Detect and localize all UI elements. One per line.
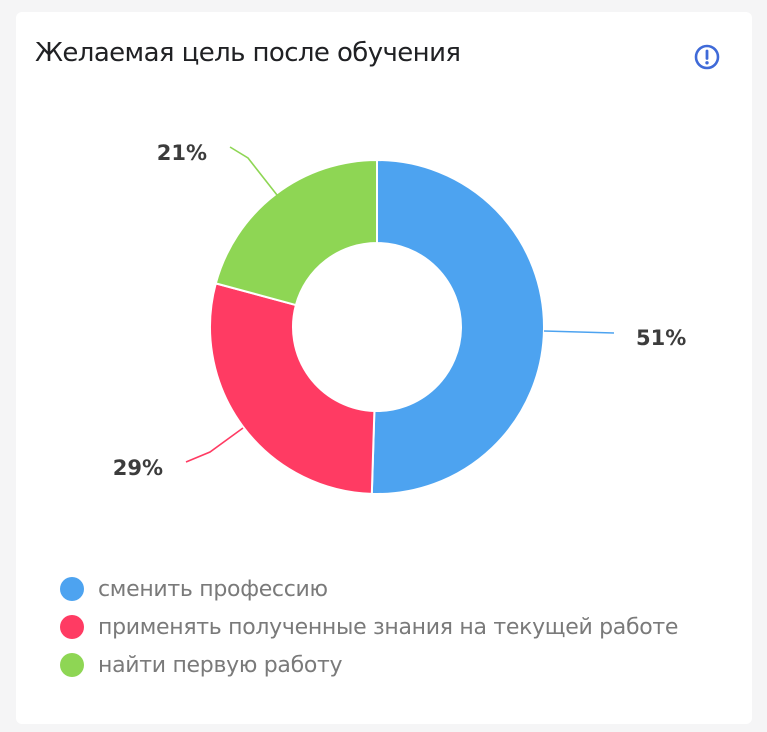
leader-line-apply-knowledge <box>185 427 244 463</box>
legend-label: применять полученные знания на текущей р… <box>98 614 679 640</box>
chart-legend: сменить профессию применять полученные зн… <box>60 570 678 684</box>
slice-change-profession[interactable] <box>370 158 545 495</box>
legend-dot <box>60 577 84 601</box>
legend-item-change-profession[interactable]: сменить профессию <box>60 570 678 608</box>
card-title: Желаемая цель после обучения <box>35 38 461 68</box>
legend-dot <box>60 653 84 677</box>
chart-card: Желаемая цель после обучения <box>16 12 752 724</box>
legend-item-apply-knowledge[interactable]: применять полученные знания на текущей р… <box>60 608 678 646</box>
donut-chart: 51% 29% 21% <box>113 141 686 495</box>
slice-label-change-profession: 51% <box>636 326 686 350</box>
slice-label-apply-knowledge: 29% <box>113 456 163 480</box>
legend-item-first-job[interactable]: найти первую работу <box>60 646 678 684</box>
leader-line-first-job <box>229 146 278 196</box>
slice-apply-knowledge[interactable] <box>209 282 376 495</box>
legend-label: сменить профессию <box>98 576 328 602</box>
slice-first-job[interactable] <box>214 158 378 307</box>
leader-line-change-profession <box>543 330 615 334</box>
slice-label-first-job: 21% <box>157 141 207 165</box>
legend-label: найти первую работу <box>98 652 343 678</box>
exclamation-circle-icon <box>694 44 720 70</box>
info-button[interactable] <box>693 43 721 71</box>
legend-dot <box>60 615 84 639</box>
